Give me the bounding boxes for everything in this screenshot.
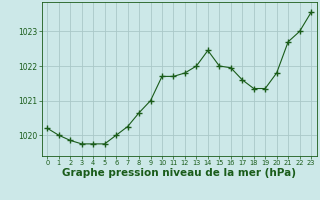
X-axis label: Graphe pression niveau de la mer (hPa): Graphe pression niveau de la mer (hPa) bbox=[62, 168, 296, 178]
